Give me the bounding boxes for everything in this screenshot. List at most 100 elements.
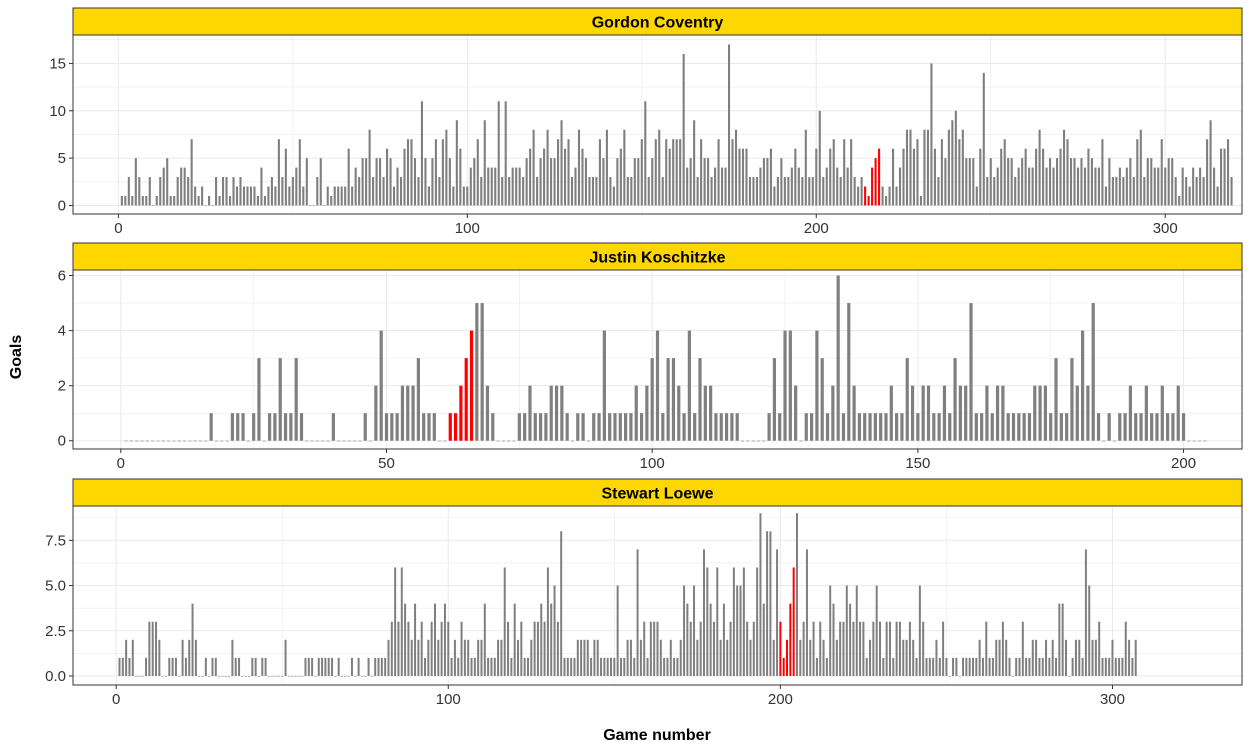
- goal-bar: [895, 186, 898, 206]
- highlight-bar: [464, 358, 468, 441]
- goal-bar: [427, 639, 430, 676]
- goal-bar: [211, 657, 214, 676]
- y-tick-label: 7.5: [45, 532, 66, 549]
- goal-bar: [881, 186, 884, 206]
- goal-bar: [331, 413, 335, 441]
- goal-bar: [374, 657, 377, 676]
- goal-bar: [663, 657, 666, 676]
- goal-bar: [706, 567, 709, 676]
- goal-bar: [228, 196, 232, 206]
- goal-bar: [176, 177, 179, 206]
- goal-bar: [986, 177, 989, 206]
- goal-bar: [783, 177, 786, 206]
- goal-bar: [613, 413, 617, 441]
- goal-bar: [780, 158, 783, 206]
- goal-bar: [1139, 129, 1142, 206]
- goal-bar: [522, 177, 525, 206]
- goal-bar: [646, 657, 649, 676]
- goal-bar: [204, 657, 207, 676]
- goal-bar: [1062, 129, 1066, 206]
- goal-bar: [1155, 413, 1159, 441]
- goal-bar: [855, 585, 858, 676]
- goal-bar: [804, 413, 808, 441]
- goal-bar: [172, 440, 176, 442]
- goal-bar: [470, 657, 473, 676]
- goal-bar: [755, 177, 758, 206]
- goal-bar: [703, 385, 707, 441]
- goal-bar: [490, 167, 493, 206]
- goal-bar: [752, 177, 755, 206]
- goal-bar: [1024, 148, 1027, 206]
- goal-bar: [323, 205, 326, 207]
- goal-bar: [553, 158, 556, 206]
- goal-bar: [1203, 440, 1207, 442]
- goal-bar: [639, 639, 642, 676]
- goal-bar: [1128, 639, 1131, 676]
- goal-bar: [908, 621, 911, 676]
- goal-bar: [1134, 639, 1137, 676]
- goal-bar: [1091, 639, 1094, 676]
- highlight-bar: [786, 639, 789, 676]
- goal-bar: [1101, 657, 1104, 676]
- goal-bar: [274, 675, 277, 677]
- goal-bar: [447, 621, 450, 676]
- goal-bar: [1108, 657, 1111, 676]
- x-tick-label: 100: [455, 220, 480, 237]
- goal-bar: [1088, 585, 1091, 676]
- goal-bar: [260, 167, 263, 206]
- goal-bar: [935, 639, 938, 676]
- goal-bar: [194, 639, 197, 676]
- goal-bar: [1160, 139, 1163, 206]
- goal-bar: [407, 621, 410, 676]
- goal-bar: [1011, 675, 1014, 677]
- goal-bar: [314, 675, 317, 677]
- goal-bar: [640, 139, 643, 206]
- goal-bar: [972, 657, 974, 676]
- goal-bar: [241, 413, 245, 441]
- goal-bar: [350, 657, 353, 676]
- goal-bar: [972, 158, 975, 206]
- goal-bar: [309, 205, 312, 207]
- goal-bar: [193, 440, 197, 442]
- goal-bar: [145, 196, 148, 206]
- goal-bar: [198, 440, 203, 442]
- goal-bar: [766, 531, 769, 676]
- goal-bar: [121, 657, 124, 676]
- goal-bar: [902, 148, 905, 206]
- goal-bar: [324, 657, 327, 676]
- goal-bar: [368, 440, 373, 442]
- goal-bar: [608, 413, 612, 441]
- goal-bar: [683, 585, 686, 676]
- goal-bar: [1061, 603, 1064, 676]
- goal-bar: [525, 158, 528, 206]
- goal-bar: [214, 657, 217, 676]
- goal-bar: [1021, 158, 1024, 206]
- goal-bar: [1087, 148, 1090, 206]
- goal-bar: [1150, 413, 1154, 441]
- goal-bar: [714, 167, 717, 206]
- goal-bar: [420, 621, 423, 676]
- goal-bar: [554, 385, 559, 441]
- goal-bar: [312, 205, 315, 207]
- goal-bar: [989, 158, 992, 206]
- goal-bar: [584, 158, 588, 206]
- goal-bar: [825, 657, 828, 676]
- goal-bar: [1025, 657, 1028, 676]
- goal-bar: [857, 186, 860, 206]
- goal-bar: [430, 621, 433, 676]
- goal-bar: [998, 639, 1001, 676]
- goal-bar: [529, 148, 532, 206]
- goal-bar: [675, 139, 678, 206]
- facet-panel: Gordon Coventry 0 5 10 15 0 100 200 300: [49, 7, 1243, 237]
- x-tick-label: 100: [436, 691, 461, 708]
- goal-bar: [438, 440, 442, 442]
- facet-title: Gordon Coventry: [592, 15, 724, 32]
- goal-bar: [1045, 167, 1048, 206]
- goal-bar: [156, 440, 160, 442]
- y-tick-label: 2: [58, 378, 66, 395]
- goal-bar: [424, 657, 427, 676]
- goal-bar: [778, 413, 782, 441]
- goal-bar: [679, 639, 682, 676]
- goal-bar: [679, 139, 682, 206]
- goal-bar: [839, 177, 842, 206]
